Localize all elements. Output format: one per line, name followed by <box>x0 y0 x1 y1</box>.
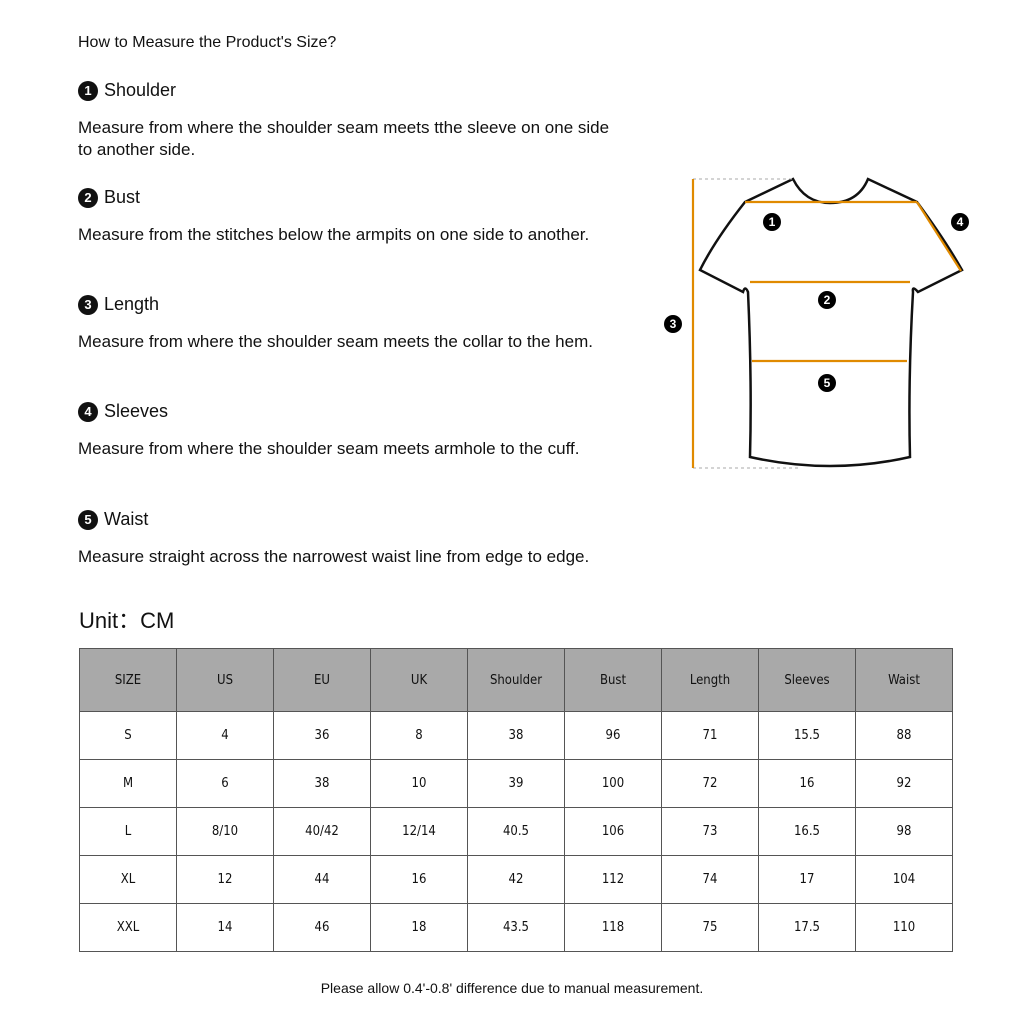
table-cell: M <box>79 759 177 808</box>
table-cell: 88 <box>855 711 953 760</box>
table-cell: XXL <box>79 903 177 952</box>
section-text: Measure from where the shoulder seam mee… <box>78 332 593 351</box>
column-header: UK <box>370 648 468 712</box>
table-cell: 46 <box>273 903 371 952</box>
table-cell: 43.5 <box>467 903 565 952</box>
table-cell: 14 <box>176 903 274 952</box>
table-cell: 6 <box>176 759 274 808</box>
column-header: US <box>176 648 274 712</box>
table-cell: 98 <box>855 807 953 856</box>
column-header: Length <box>661 648 759 712</box>
section-text: Measure straight across the narrowest wa… <box>78 547 590 566</box>
table-cell: 38 <box>467 711 565 760</box>
section-title: Shoulder <box>104 80 177 100</box>
table-cell: 118 <box>564 903 662 952</box>
table-row: XXL 14 46 18 43.5 118 75 17.5 110 <box>79 903 953 952</box>
diagram-label-5: 5 <box>824 376 831 390</box>
table-cell: 8/10 <box>176 807 274 856</box>
table-cell: 44 <box>273 855 371 904</box>
number-badge-icon: 5 <box>78 509 98 530</box>
table-cell: 100 <box>564 759 662 808</box>
table-cell: 73 <box>661 807 759 856</box>
table-cell: 39 <box>467 759 565 808</box>
table-cell: 36 <box>273 711 371 760</box>
table-cell: 42 <box>467 855 565 904</box>
table-cell: 15.5 <box>758 711 856 760</box>
section-title: Bust <box>104 187 141 207</box>
table-cell: 75 <box>661 903 759 952</box>
table-cell: 16 <box>758 759 856 808</box>
number-badge-icon: 4 <box>78 401 98 422</box>
section-text: Measure from where the shoulder seam mee… <box>78 439 580 458</box>
diagram-label-2: 2 <box>824 293 831 307</box>
table-cell: 104 <box>855 855 953 904</box>
table-cell: XL <box>79 855 177 904</box>
table-cell: 8 <box>370 711 468 760</box>
section-heading: 2 Bust <box>78 187 140 208</box>
column-header: Shoulder <box>467 648 565 712</box>
number-badge-icon: 3 <box>78 294 98 315</box>
table-cell: 92 <box>855 759 953 808</box>
table-cell: 4 <box>176 711 274 760</box>
table-cell: 96 <box>564 711 662 760</box>
table-cell: 110 <box>855 903 953 952</box>
sleeve-line <box>916 201 962 272</box>
table-cell: 12/14 <box>370 807 468 856</box>
column-header: Sleeves <box>758 648 856 712</box>
table-cell: 38 <box>273 759 371 808</box>
unit-label: Unit：CM <box>79 608 175 633</box>
table-row: S 4 36 8 38 96 71 15.5 88 <box>79 711 953 760</box>
table-cell: 106 <box>564 807 662 856</box>
section-heading: 5 Waist <box>78 509 148 530</box>
size-table: SIZE US EU UK Shoulder Bust Length Sleeves Waist… <box>79 648 953 952</box>
table-cell: 16.5 <box>758 807 856 856</box>
column-header: Waist <box>855 648 953 712</box>
table-cell: L <box>79 807 177 856</box>
table-cell: 40.5 <box>467 807 565 856</box>
number-badge-icon: 2 <box>78 187 98 208</box>
table-cell: 112 <box>564 855 662 904</box>
table-cell: 12 <box>176 855 274 904</box>
table-cell: 17 <box>758 855 856 904</box>
table-cell: 71 <box>661 711 759 760</box>
tshirt-diagram: 1 2 3 4 5 <box>664 177 969 469</box>
section-heading: 1 Shoulder <box>78 80 176 101</box>
table-cell: 10 <box>370 759 468 808</box>
table-cell: 72 <box>661 759 759 808</box>
table-cell: S <box>79 711 177 760</box>
section-heading: 4 Sleeves <box>78 401 168 422</box>
measurement-note: Please allow 0.4'-0.8' difference due to… <box>320 980 704 996</box>
section-title: Sleeves <box>104 401 169 421</box>
table-row: XL 12 44 16 42 112 74 17 104 <box>79 855 953 904</box>
table-cell: 17.5 <box>758 903 856 952</box>
page-title: How to Measure the Product's Size? <box>78 34 337 51</box>
section-title: Length <box>104 294 160 314</box>
diagram-label-3: 3 <box>670 317 677 331</box>
table-cell: 18 <box>370 903 468 952</box>
table-row: L 8/10 40/42 12/14 40.5 106 73 16.5 98 <box>79 807 953 856</box>
column-header: SIZE <box>79 648 177 712</box>
section-text: Measure from the stitches below the armp… <box>78 225 590 244</box>
section-text: Measure from where the shoulder seam mee… <box>78 118 610 159</box>
diagram-label-4: 4 <box>957 215 964 229</box>
number-badge-icon: 1 <box>78 80 98 101</box>
table-cell: 16 <box>370 855 468 904</box>
table-row: M 6 38 10 39 100 72 16 92 <box>79 759 953 808</box>
column-header: EU <box>273 648 371 712</box>
column-header: Bust <box>564 648 662 712</box>
diagram-label-1: 1 <box>769 215 776 229</box>
section-heading: 3 Length <box>78 294 159 315</box>
table-cell: 40/42 <box>273 807 371 856</box>
tshirt-outline <box>698 177 964 468</box>
table-cell: 74 <box>661 855 759 904</box>
section-title: Waist <box>104 509 149 529</box>
